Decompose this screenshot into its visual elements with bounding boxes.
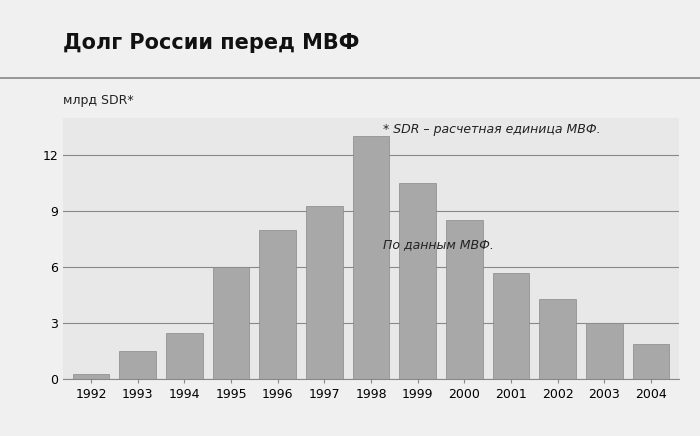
Bar: [493, 273, 529, 379]
Bar: [306, 205, 342, 379]
Bar: [260, 230, 296, 379]
Bar: [213, 267, 249, 379]
Text: млрд SDR*: млрд SDR*: [63, 94, 134, 107]
Bar: [166, 333, 202, 379]
Bar: [540, 299, 576, 379]
Bar: [633, 344, 669, 379]
Bar: [73, 374, 109, 379]
Bar: [586, 323, 622, 379]
Bar: [120, 351, 156, 379]
Text: Долг России перед МВФ: Долг России перед МВФ: [63, 33, 359, 53]
Bar: [353, 136, 389, 379]
Bar: [446, 221, 482, 379]
Text: По данным МВФ.: По данным МВФ.: [384, 238, 494, 252]
Text: * SDR – расчетная единица МВФ.: * SDR – расчетная единица МВФ.: [384, 123, 601, 136]
Bar: [400, 183, 436, 379]
